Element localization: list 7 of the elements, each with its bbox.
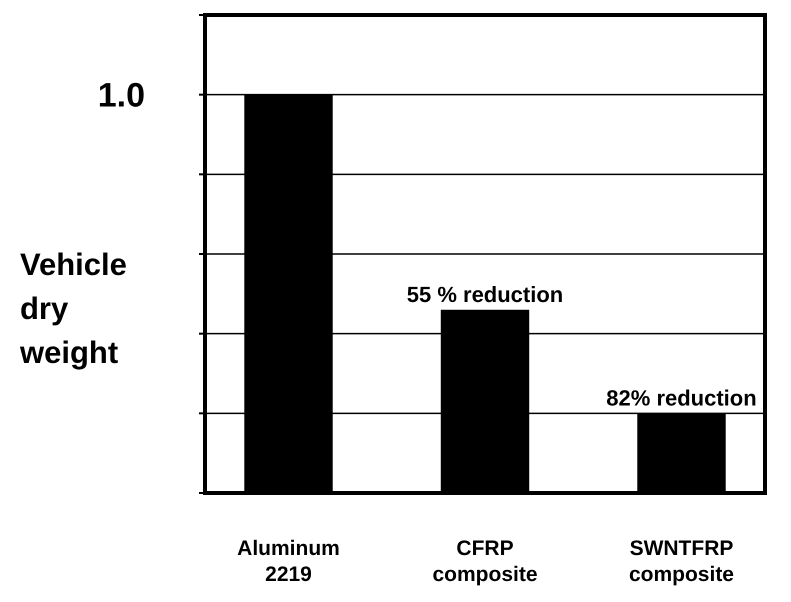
annotation: 55 % reduction (406, 282, 564, 307)
y-axis-title: Vehicle dry weight (19, 247, 127, 370)
x-tick-label: Aluminum 2219 (237, 537, 340, 586)
y-tick-label: 1.0 (98, 76, 145, 115)
x-tick-label: CFRP composite (432, 537, 538, 586)
x-tick-label: SWNTFRP composite (628, 537, 734, 586)
annotation: 82% reduction (606, 385, 757, 410)
